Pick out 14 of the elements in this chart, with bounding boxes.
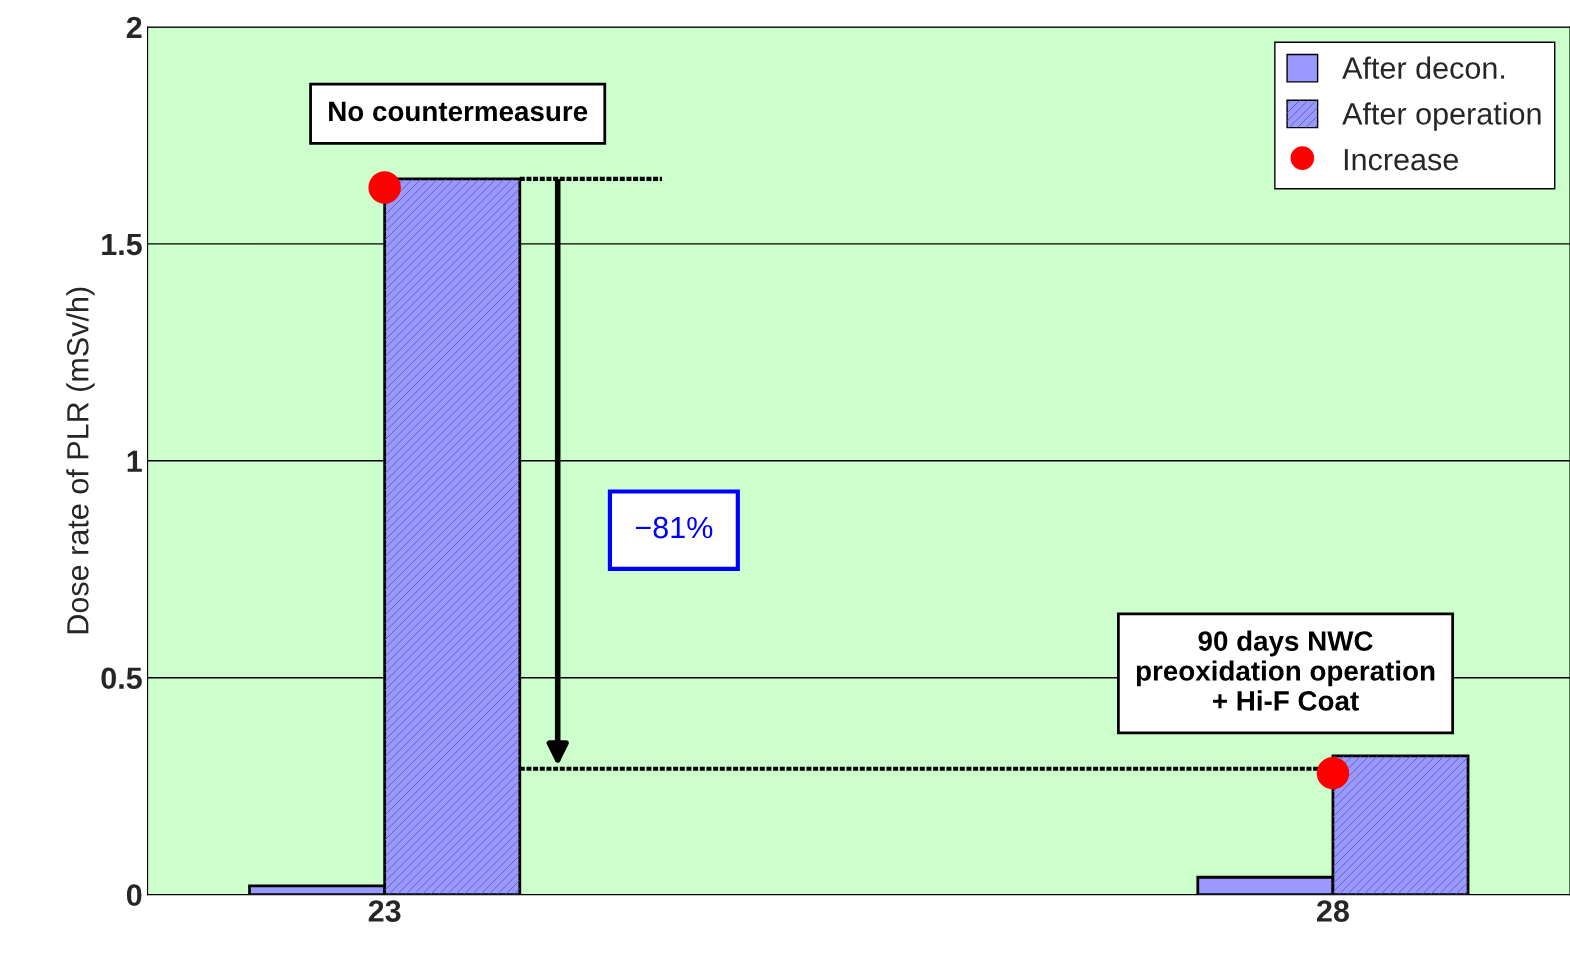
y-tick-label: 0.5 bbox=[101, 667, 142, 690]
annotation: No countermeasure bbox=[329, 101, 588, 122]
y-tick-label: 1.5 bbox=[102, 233, 142, 256]
annotation: 90 days NWC preoxidation operation + Hi-F Coat bbox=[1136, 630, 1435, 711]
legend-label: After decon. bbox=[1342, 56, 1505, 79]
y-tick-label: 0 bbox=[126, 884, 142, 906]
y-tick-label: 1 bbox=[127, 450, 142, 472]
legend-label: After operation bbox=[1342, 102, 1541, 131]
y-axis-title: Dose rate of PLR (mSv/h) bbox=[66, 287, 95, 634]
x-tick-label: 28 bbox=[1317, 900, 1349, 922]
x-tick-label: 23 bbox=[368, 900, 401, 922]
legend-label: Increase bbox=[1344, 149, 1458, 171]
annotation: −81% bbox=[635, 516, 713, 539]
y-tick-label: 2 bbox=[126, 16, 142, 39]
